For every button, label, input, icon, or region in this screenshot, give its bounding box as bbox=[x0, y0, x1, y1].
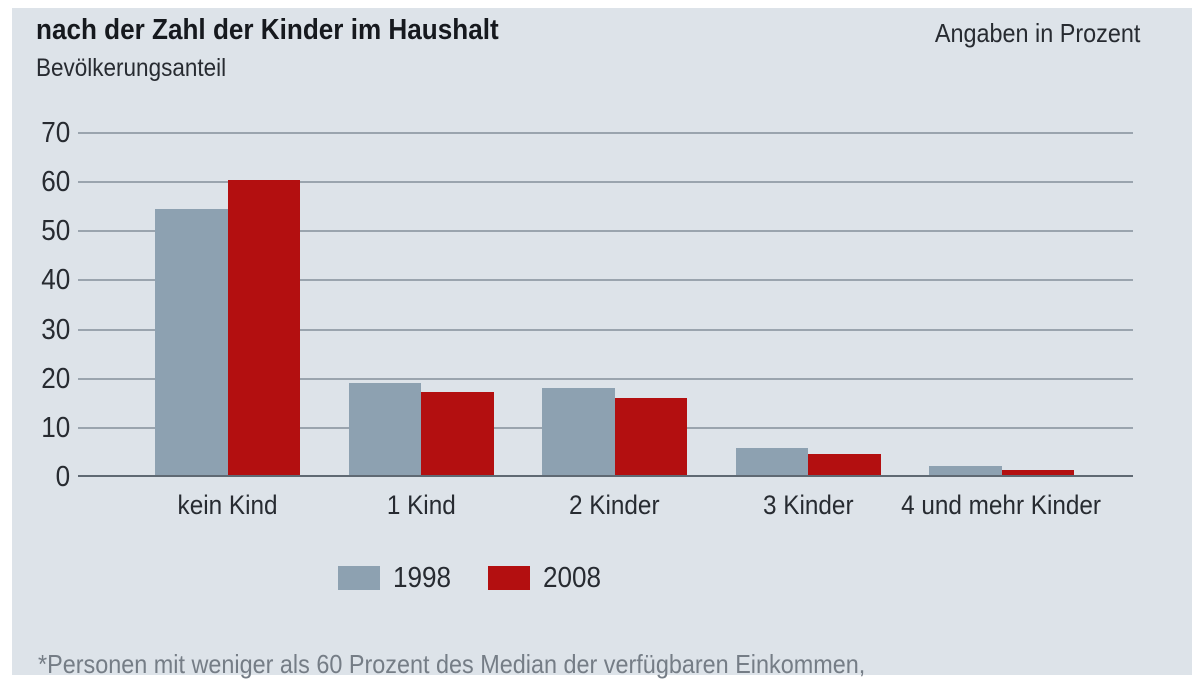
x-axis-baseline bbox=[78, 475, 1133, 477]
y-tick-label-0: 0 bbox=[12, 461, 70, 493]
x-axis: kein Kind 1 Kind 2 Kinder 3 Kinder 4 und meh… bbox=[78, 488, 1133, 524]
unit-note-text: Angaben in Prozent bbox=[934, 18, 1140, 48]
y-tick-text: 20 bbox=[40, 362, 70, 395]
legend-label-text: 2008 bbox=[542, 562, 601, 594]
x-category-label-5: 4 und mehr Kinder bbox=[862, 488, 1142, 522]
legend: 1998 2008 bbox=[338, 560, 607, 596]
x-category-text: 3 Kinder bbox=[762, 490, 854, 520]
y-axis: 0 10 20 30 40 50 60 70 bbox=[0, 0, 78, 675]
x-category-text: kein Kind bbox=[177, 490, 278, 520]
y-tick-label-20: 20 bbox=[12, 363, 70, 395]
y-tick-text: 60 bbox=[40, 166, 70, 199]
gridline-30 bbox=[78, 328, 1133, 331]
gridline-20 bbox=[78, 377, 1133, 380]
legend-label-2008: 2008 bbox=[543, 561, 608, 595]
bar-1998-4-und-mehr-Kinder bbox=[929, 466, 1002, 476]
footnote: *Personen mit weniger als 60 Prozent des… bbox=[38, 648, 957, 680]
chart-title-text: nach der Zahl der Kinder im Haushalt bbox=[36, 14, 499, 46]
x-category-text: 4 und mehr Kinder bbox=[901, 490, 1102, 520]
x-category-text: 2 Kinder bbox=[569, 490, 660, 520]
y-tick-label-70: 70 bbox=[12, 117, 70, 149]
x-category-label-1: kein Kind bbox=[88, 488, 368, 522]
legend-label-text: 1998 bbox=[393, 562, 452, 594]
legend-item-1998: 1998 bbox=[338, 561, 458, 595]
footnote-text: *Personen mit weniger als 60 Prozent des… bbox=[38, 649, 866, 679]
legend-label-1998: 1998 bbox=[393, 561, 458, 595]
y-tick-label-30: 30 bbox=[12, 314, 70, 346]
bar-1998-1-Kind bbox=[348, 382, 421, 476]
y-tick-label-10: 10 bbox=[12, 412, 70, 444]
bar-2008-4-und-mehr-Kinder bbox=[1001, 470, 1074, 476]
bar-1998-2-Kinder bbox=[542, 387, 615, 476]
gridline-70 bbox=[78, 132, 1133, 134]
y-tick-text: 40 bbox=[40, 264, 70, 297]
legend-item-2008: 2008 bbox=[487, 561, 608, 595]
y-tick-text: 0 bbox=[55, 461, 70, 493]
gridline-50 bbox=[78, 230, 1133, 233]
bar-2008-kein-Kind bbox=[227, 180, 300, 476]
y-axis-title-text: Bevölkerungsanteil bbox=[36, 54, 227, 82]
unit-note: Angaben in Prozent bbox=[740, 16, 1140, 50]
gridline-60 bbox=[78, 181, 1133, 184]
y-tick-label-50: 50 bbox=[12, 215, 70, 247]
bar-1998-3-Kinder bbox=[735, 448, 808, 476]
chart-title: nach der Zahl der Kinder im Haushalt bbox=[36, 12, 550, 48]
y-tick-text: 30 bbox=[40, 313, 70, 346]
x-category-label-2: 1 Kind bbox=[281, 488, 561, 522]
y-tick-label-40: 40 bbox=[12, 264, 70, 296]
legend-swatch-2008 bbox=[487, 566, 530, 590]
bar-2008-3-Kinder bbox=[808, 454, 881, 476]
gridline-40 bbox=[78, 279, 1133, 282]
bar-1998-kein-Kind bbox=[155, 209, 228, 476]
bar-2008-1-Kind bbox=[421, 392, 494, 476]
bar-2008-2-Kinder bbox=[614, 398, 687, 476]
plot-area bbox=[78, 132, 1133, 477]
x-category-label-4: 3 Kinder bbox=[668, 488, 948, 522]
x-category-label-3: 2 Kinder bbox=[475, 488, 755, 522]
y-tick-text: 70 bbox=[40, 117, 70, 149]
y-tick-text: 50 bbox=[40, 215, 70, 248]
legend-swatch-1998 bbox=[338, 566, 380, 590]
y-tick-text: 10 bbox=[40, 411, 70, 444]
y-tick-label-60: 60 bbox=[12, 166, 70, 198]
x-category-text: 1 Kind bbox=[386, 490, 456, 520]
y-axis-title: Bevölkerungsanteil bbox=[36, 52, 247, 84]
